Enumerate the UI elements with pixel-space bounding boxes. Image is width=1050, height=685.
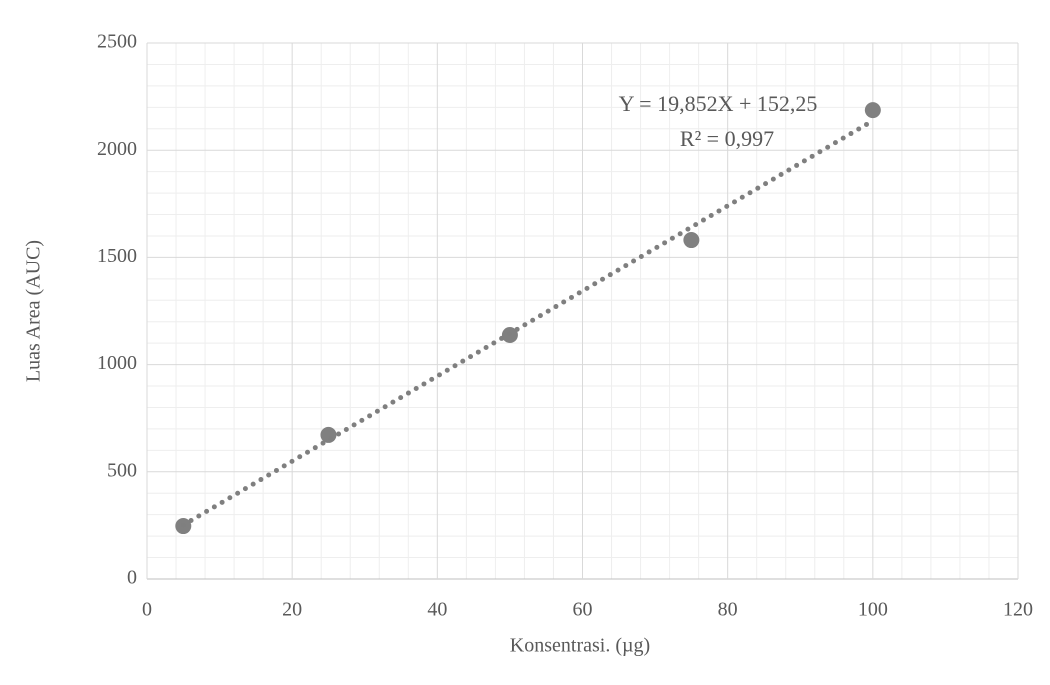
x-tick-label: 40: [427, 599, 447, 621]
trendline: [183, 121, 873, 525]
x-tick-label: 100: [858, 599, 888, 621]
chart: Luas Area (AUC) Konsentrasi. (µg) 0 500 10…: [0, 0, 1050, 685]
x-tick-label: 0: [142, 599, 152, 621]
x-tick-label: 20: [282, 599, 302, 621]
point: [320, 427, 336, 443]
trendline-r-squared: R² = 0,997: [680, 126, 774, 151]
y-tick-label: 500: [107, 459, 137, 481]
x-tick-label: 60: [573, 599, 593, 621]
y-axis-title: Luas Area (AUC): [23, 240, 45, 382]
trendline-equation: Y = 19,852X + 152,25: [619, 91, 818, 116]
y-tick-label: 2000: [97, 138, 137, 160]
point: [683, 232, 699, 248]
point: [865, 102, 881, 118]
x-axis-title: Konsentrasi. (µg): [510, 635, 650, 657]
x-tick-label: 80: [718, 599, 738, 621]
x-tick-label: 120: [1003, 599, 1033, 621]
y-tick-label: 2500: [97, 31, 137, 53]
y-tick-label: 1500: [97, 245, 137, 267]
y-tick-label: 0: [127, 567, 137, 589]
y-tick-label: 1000: [97, 352, 137, 374]
